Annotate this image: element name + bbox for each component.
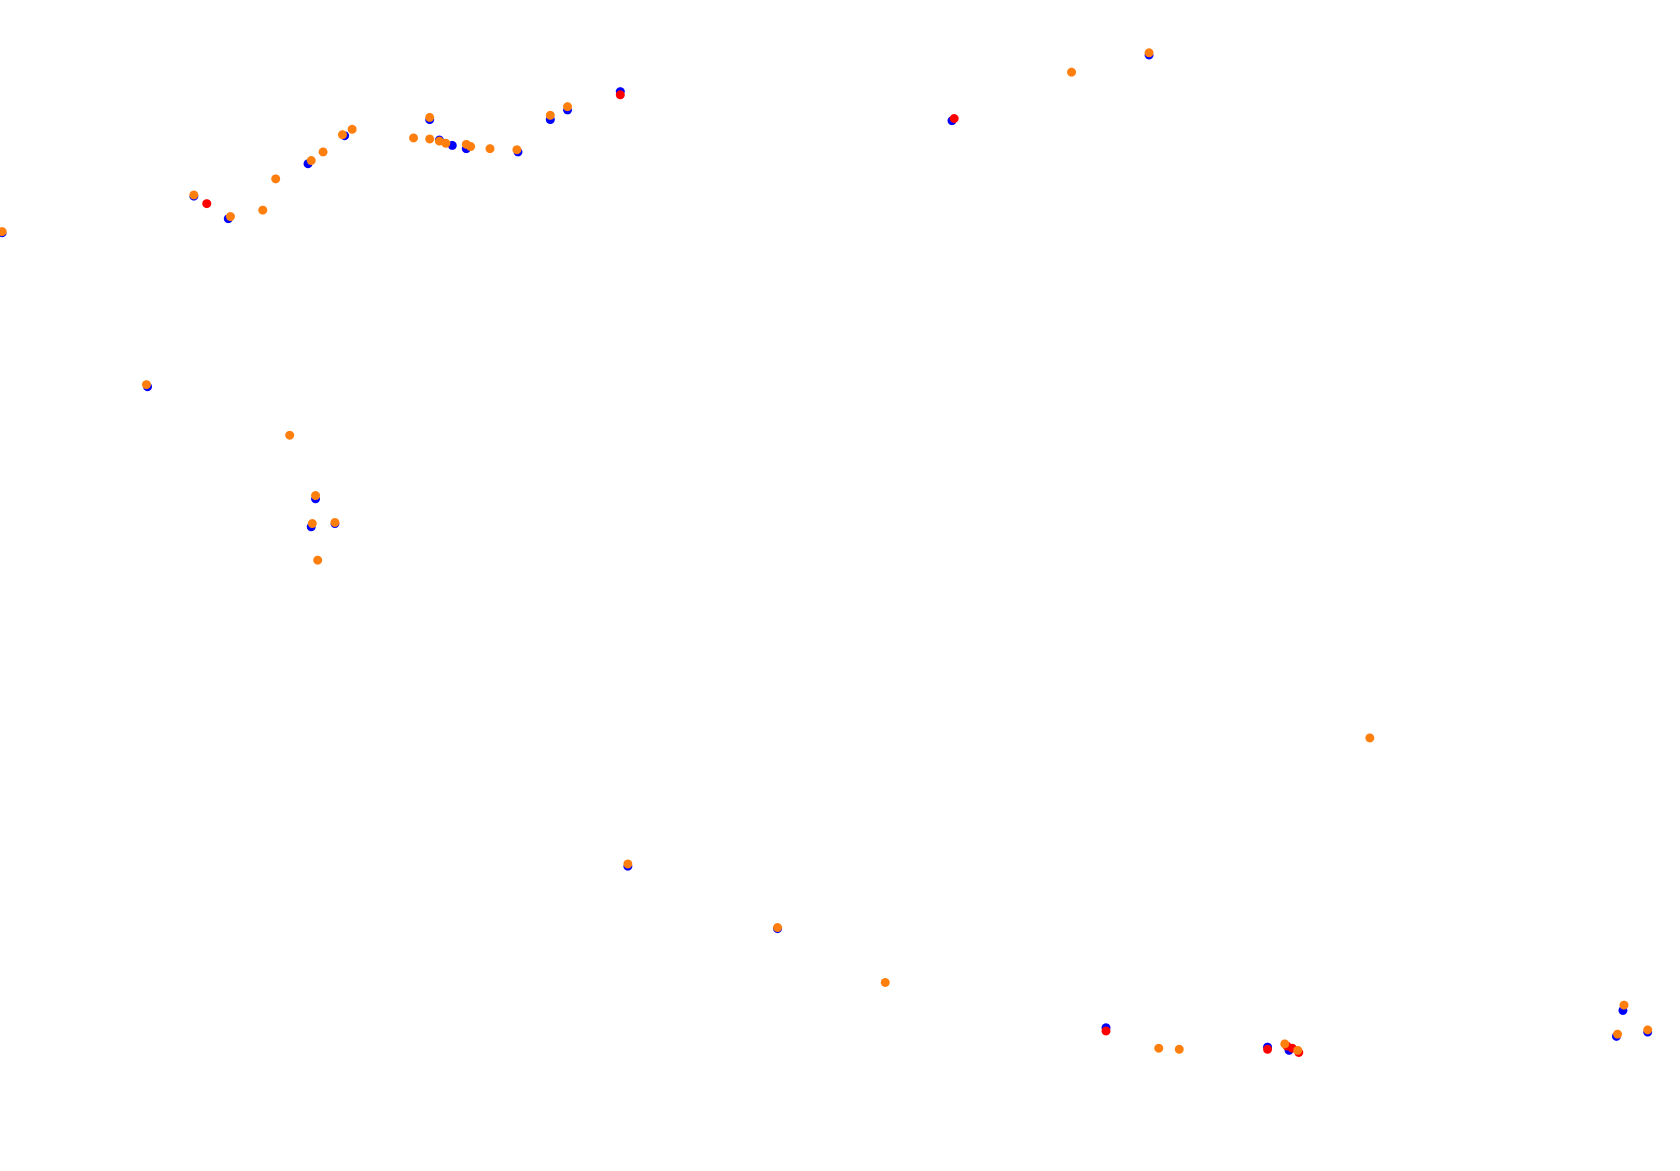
- point: [615, 90, 625, 100]
- point: [425, 112, 435, 122]
- point: [1154, 1043, 1164, 1053]
- point: [1619, 1000, 1629, 1010]
- point: [0, 227, 7, 237]
- point: [1293, 1045, 1303, 1055]
- point: [189, 190, 199, 200]
- point: [623, 859, 633, 869]
- point: [318, 147, 328, 157]
- point: [271, 174, 281, 184]
- point: [347, 124, 357, 134]
- point: [202, 199, 212, 209]
- point: [512, 145, 522, 155]
- point: [1174, 1044, 1184, 1054]
- point: [1643, 1025, 1653, 1035]
- point: [1263, 1044, 1273, 1054]
- point: [1101, 1026, 1111, 1036]
- point: [425, 134, 435, 144]
- point: [563, 102, 573, 112]
- point: [307, 519, 317, 529]
- point: [949, 114, 959, 124]
- point: [313, 555, 323, 565]
- point: [466, 142, 476, 152]
- point: [880, 977, 890, 987]
- point: [285, 430, 295, 440]
- point: [1067, 67, 1077, 77]
- point: [306, 156, 316, 166]
- point: [330, 517, 340, 527]
- point: [441, 138, 451, 148]
- point: [485, 144, 495, 154]
- point: [545, 110, 555, 120]
- point: [1365, 733, 1375, 743]
- point: [1613, 1029, 1623, 1039]
- point: [773, 923, 783, 933]
- point: [141, 380, 151, 390]
- point: [409, 133, 419, 143]
- point: [1280, 1039, 1290, 1049]
- point: [225, 212, 235, 222]
- point: [258, 205, 268, 215]
- point: [337, 130, 347, 140]
- point: [311, 491, 321, 501]
- point: [1144, 48, 1154, 58]
